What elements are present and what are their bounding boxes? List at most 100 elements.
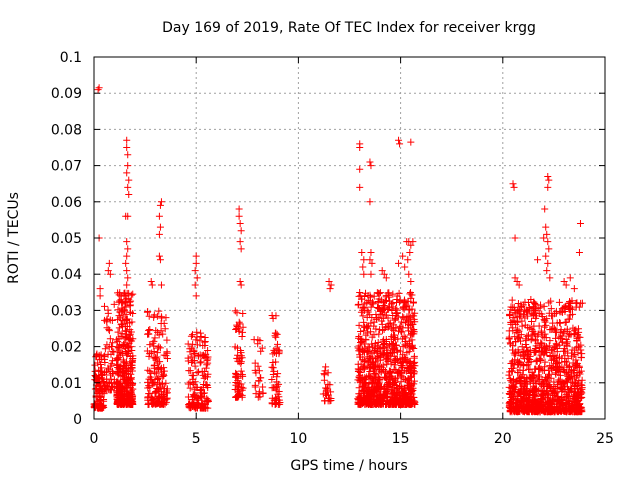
data-point [379,341,387,349]
data-point [236,390,244,398]
data-point [401,263,409,271]
y-tick-label: 0.1 [60,50,82,66]
data-point [366,395,374,403]
y-tick-label: 0.06 [51,195,82,211]
data-point [561,358,569,366]
data-point [563,376,571,384]
data-point [385,382,393,390]
data-point [367,270,375,278]
data-point [507,318,515,326]
data-point [378,326,386,334]
data-point [184,354,192,362]
data-point [387,349,395,357]
data-point [373,314,381,322]
data-point [239,323,247,331]
data-point [571,326,579,334]
data-point [406,290,414,298]
data-point [272,312,280,320]
data-point [155,343,163,351]
data-point [156,223,164,231]
data-point [373,289,381,297]
data-point [380,305,388,313]
data-point [127,375,135,383]
data-point [507,393,515,401]
data-point [383,349,391,357]
data-point [393,309,401,317]
data-point [193,396,201,404]
data-point [188,396,196,404]
data-point [555,298,563,306]
data-point [96,367,104,375]
data-point [259,389,267,397]
data-point [386,367,394,375]
data-point [394,384,402,392]
data-point [515,349,523,357]
data-point [158,399,166,407]
data-point [533,390,541,398]
data-point [518,385,526,393]
data-point [563,408,571,416]
data-point [570,394,578,402]
data-point [120,306,128,314]
data-point [269,364,277,372]
data-point [321,367,329,375]
data-point [546,353,554,361]
data-point [113,401,121,409]
data-point [145,326,153,334]
data-point [272,400,280,408]
y-tick-label: 0.02 [51,340,82,356]
data-point [409,238,417,246]
data-point [144,378,152,386]
data-point [120,359,128,367]
data-point [540,234,548,242]
data-point [407,288,415,296]
data-point [358,383,366,391]
data-point [129,354,137,362]
data-point [151,334,159,342]
data-point [572,373,580,381]
data-point [395,259,403,267]
data-point [508,378,516,386]
data-point [394,327,402,335]
data-point [403,398,411,406]
data-point [578,389,586,397]
data-point [389,383,397,391]
data-point [389,397,397,405]
data-point [237,367,245,375]
data-point [402,341,410,349]
data-point [381,311,389,319]
data-point [121,347,129,355]
data-point [368,354,376,362]
data-point [115,324,123,332]
data-point [542,321,550,329]
data-point [186,348,194,356]
data-point [363,348,371,356]
data-point [123,144,131,151]
data-point [124,274,132,282]
data-point [268,376,276,384]
data-point [270,367,278,375]
data-point [555,376,563,384]
data-point [203,361,211,369]
y-tick-label: 0.08 [51,122,82,138]
data-point [103,318,111,326]
data-point [505,371,513,379]
data-point [275,396,283,404]
data-point [110,300,118,308]
data-point [405,312,413,320]
data-point [566,311,574,319]
y-tick-label: 0.05 [51,231,82,247]
data-point [234,357,242,365]
data-point [380,270,388,278]
data-point [356,288,364,296]
data-point [116,385,124,393]
data-point [192,292,200,300]
data-point [154,375,162,383]
data-point [104,306,112,314]
data-point [536,356,544,364]
data-point [124,400,132,408]
data-point [122,259,130,267]
data-point [124,245,132,253]
data-point [251,381,259,389]
data-point [531,347,539,355]
